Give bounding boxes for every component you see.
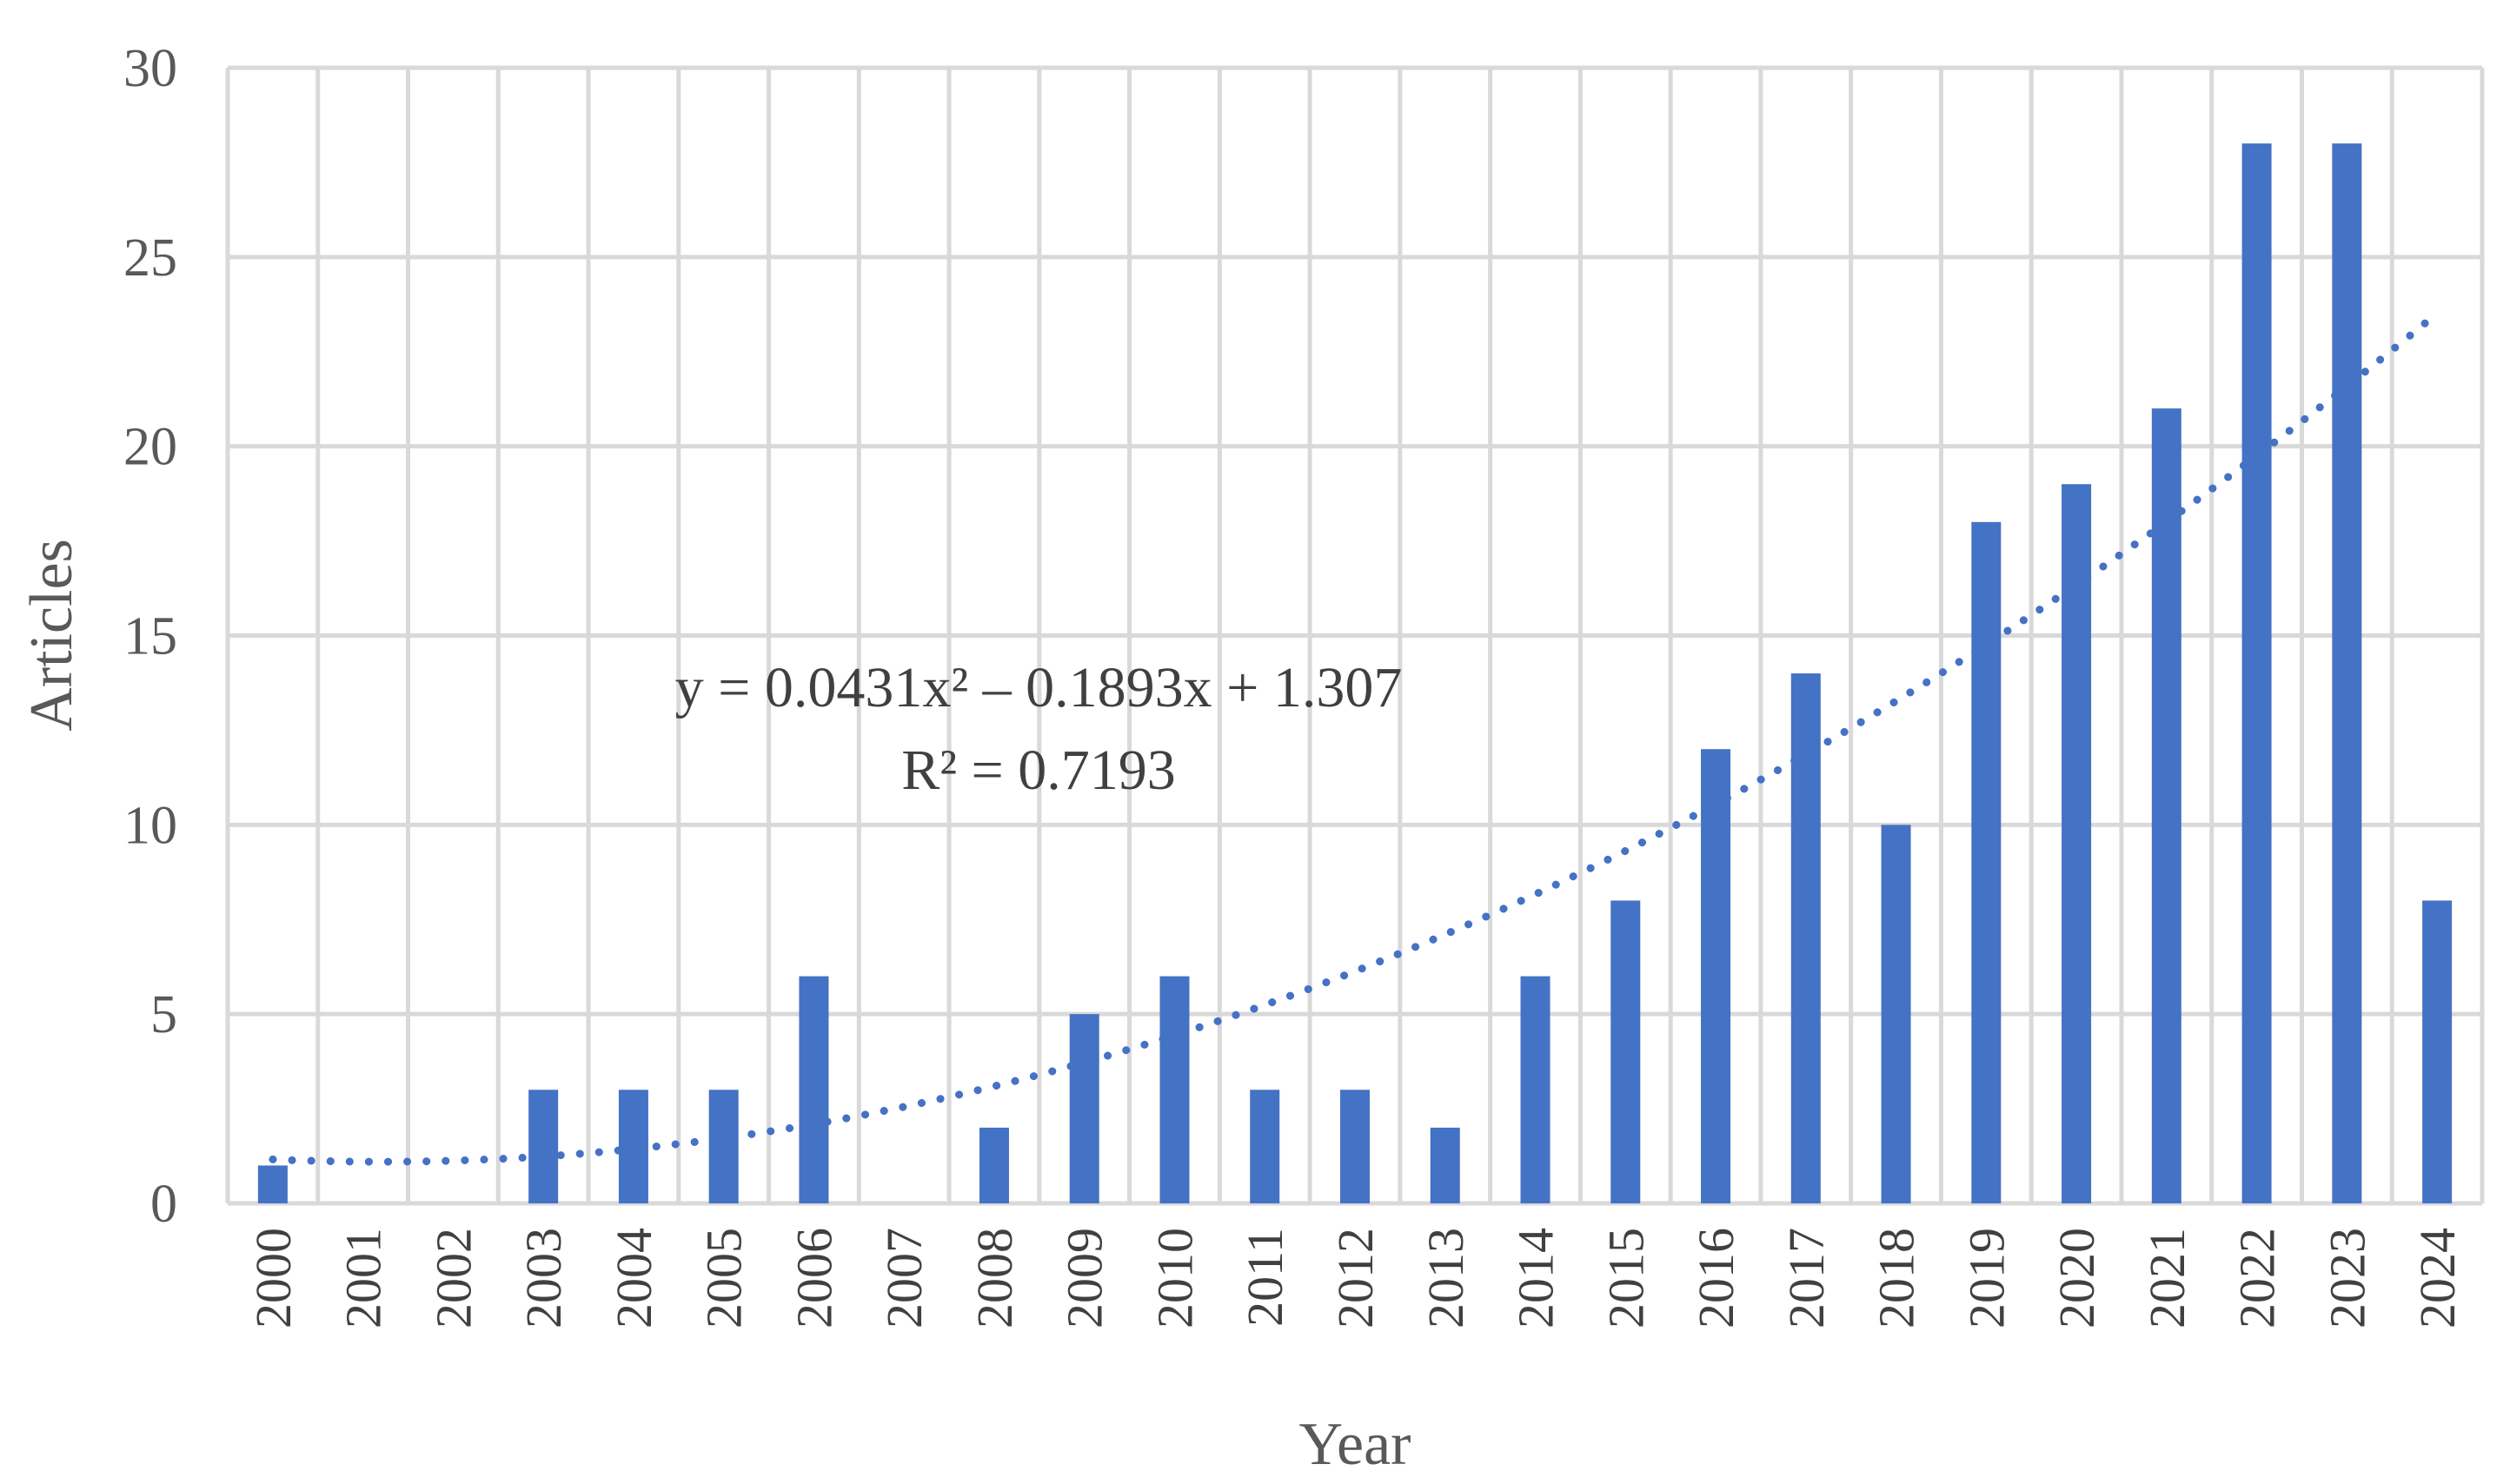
trendline-r-squared: R² = 0.7193 (901, 739, 1176, 802)
bar-2010 (1159, 976, 1190, 1203)
bar-2023 (2332, 143, 2362, 1204)
x-tick-label: 2000 (245, 1228, 302, 1328)
trendline-equation: y = 0.0431x² – 0.1893x + 1.307 (675, 656, 1403, 719)
y-tick-label: 20 (123, 418, 177, 477)
x-tick-label: 2012 (1327, 1228, 1384, 1328)
x-tick-label: 2006 (786, 1228, 842, 1328)
x-tick-label: 2023 (2319, 1228, 2375, 1328)
y-axis-label: Articles (18, 539, 85, 732)
bar-2017 (1790, 673, 1821, 1203)
x-tick-label: 2019 (1958, 1228, 2015, 1328)
y-tick-label: 5 (150, 985, 177, 1044)
x-tick-label: 2017 (1778, 1228, 1835, 1328)
x-tick-label: 2013 (1418, 1228, 1474, 1328)
y-tick-label: 0 (150, 1175, 177, 1234)
x-tick-label: 2004 (606, 1228, 662, 1328)
bar-2008 (979, 1127, 1009, 1203)
bar-2015 (1610, 900, 1641, 1203)
bar-2006 (799, 976, 829, 1203)
bars (257, 143, 2453, 1204)
y-tick-label: 25 (123, 229, 177, 288)
y-tick-label: 15 (123, 607, 177, 666)
bar-2004 (618, 1090, 648, 1203)
bar-2020 (2062, 484, 2092, 1203)
bar-2009 (1069, 1014, 1099, 1203)
bar-2022 (2241, 143, 2272, 1204)
bar-2013 (1430, 1127, 1460, 1203)
y-tick-label: 30 (123, 39, 177, 98)
bar-2024 (2422, 900, 2453, 1203)
x-tick-label: 2009 (1057, 1228, 1113, 1328)
x-tick-label: 2022 (2229, 1228, 2286, 1328)
x-tick-label: 2021 (2139, 1228, 2195, 1328)
bar-2003 (528, 1090, 559, 1203)
x-tick-label: 2005 (696, 1228, 753, 1328)
bar-2018 (1881, 825, 1911, 1203)
bar-2016 (1701, 749, 1731, 1203)
x-tick-label: 2015 (1597, 1228, 1654, 1328)
x-tick-label: 2020 (2049, 1228, 2105, 1328)
x-tick-label: 2008 (966, 1228, 1023, 1328)
x-tick-label: 2014 (1508, 1228, 1564, 1328)
x-tick-label: 2011 (1237, 1228, 1293, 1327)
trendline-group (269, 309, 2441, 1166)
y-tick-label: 10 (123, 796, 177, 855)
x-tick-label: 2007 (876, 1228, 933, 1328)
x-tick-label: 2018 (1869, 1228, 1925, 1328)
x-tick-label: 2024 (2409, 1228, 2466, 1328)
x-tick-labels: 2000 2001 2002 2003 2004 2005 2006 2007 2008 2009… (245, 1228, 2466, 1328)
x-tick-label: 2003 (515, 1228, 572, 1328)
x-tick-label: 2010 (1146, 1228, 1203, 1328)
bar-2019 (1971, 521, 2002, 1203)
gridlines (225, 65, 2485, 1206)
bar-2021 (2151, 408, 2181, 1204)
y-tick-labels: 0 5 10 15 20 25 30 (123, 39, 177, 1234)
bar-2005 (708, 1090, 739, 1203)
bar-2011 (1250, 1090, 1280, 1203)
x-tick-label: 2002 (425, 1228, 481, 1328)
trendline (269, 309, 2441, 1166)
bar-2000 (257, 1165, 288, 1203)
bar-2012 (1340, 1090, 1370, 1203)
bar-2014 (1520, 976, 1550, 1203)
x-axis-label: Year (1299, 1411, 1411, 1478)
x-tick-label: 2001 (335, 1228, 392, 1328)
x-tick-label: 2016 (1688, 1228, 1744, 1328)
